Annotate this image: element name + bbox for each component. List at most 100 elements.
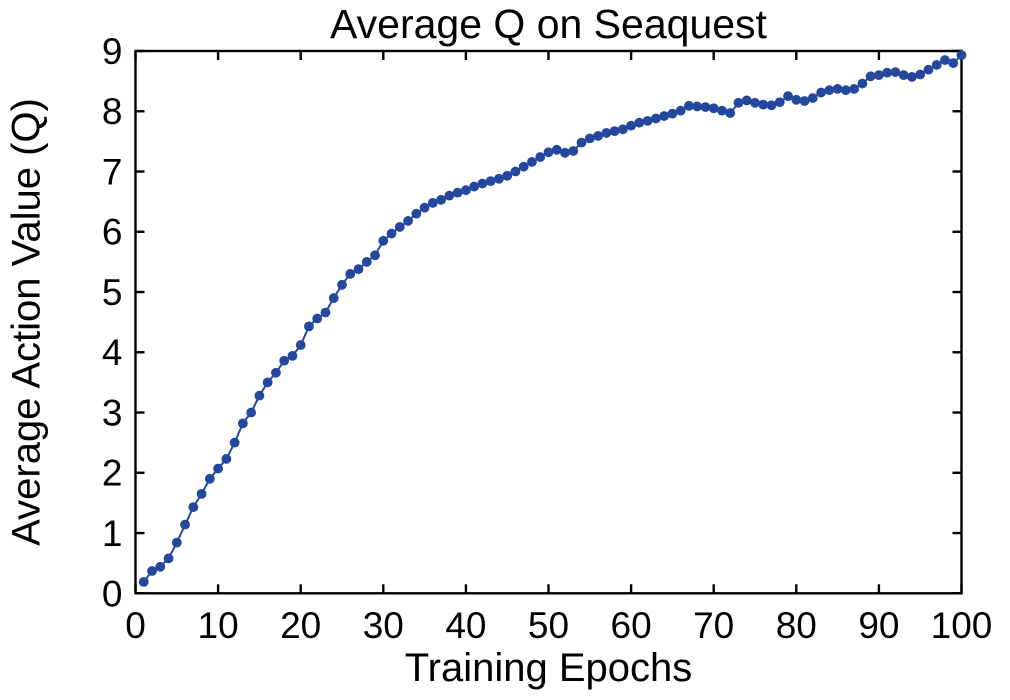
data-point: [667, 108, 678, 119]
data-point: [684, 100, 694, 111]
y-tick-label: 0: [102, 573, 123, 614]
data-point: [469, 181, 480, 192]
data-point: [452, 187, 463, 198]
data-point: [675, 105, 686, 116]
y-axis-label: Average Action Value (Q): [4, 98, 49, 546]
data-point: [551, 144, 562, 155]
data-point: [229, 437, 240, 448]
data-point: [411, 208, 422, 219]
data-point: [568, 146, 579, 156]
data-point: [832, 84, 843, 94]
data-point: [353, 264, 364, 275]
data-point: [386, 228, 397, 239]
data-point: [601, 128, 612, 138]
x-tick-label: 10: [198, 605, 239, 646]
y-tick-label: 8: [102, 91, 123, 132]
data-point: [461, 185, 471, 196]
data-point: [518, 161, 529, 172]
data-point: [510, 166, 521, 177]
data-point: [287, 350, 298, 361]
data-point: [931, 59, 942, 70]
data-point: [262, 377, 273, 388]
data-point: [436, 194, 447, 205]
data-point: [221, 454, 232, 464]
data-point: [915, 69, 926, 80]
data-point: [494, 173, 504, 184]
data-point: [320, 307, 331, 318]
axis-box: [134, 49, 963, 595]
data-point: [138, 576, 149, 587]
x-tick-label: 80: [776, 605, 817, 646]
data-point: [874, 70, 884, 81]
y-tick-label: 5: [102, 272, 123, 313]
data-line: [142, 54, 963, 583]
data-point: [419, 202, 430, 213]
data-point: [733, 97, 744, 108]
data-point: [609, 126, 620, 137]
data-point: [163, 553, 174, 564]
data-point: [271, 367, 281, 378]
data-point: [444, 190, 455, 201]
x-tick-label: 60: [611, 605, 652, 646]
x-tick-label: 20: [280, 605, 321, 646]
data-point: [394, 222, 405, 232]
data-point: [279, 355, 290, 366]
data-point: [840, 85, 851, 96]
x-tick-label: 70: [693, 605, 734, 646]
x-tick-label: 50: [528, 605, 569, 646]
y-tick-label: 4: [102, 332, 123, 373]
data-point: [485, 176, 496, 187]
data-point: [717, 105, 727, 116]
data-point: [617, 124, 628, 135]
data-point: [849, 84, 860, 94]
x-tick-label: 40: [445, 605, 486, 646]
data-point: [295, 340, 306, 350]
data-point: [246, 407, 257, 418]
data-point: [543, 147, 554, 158]
data-point: [774, 97, 785, 108]
data-point: [378, 235, 389, 246]
data-point: [758, 99, 769, 110]
data-point: [923, 64, 934, 75]
data-point: [213, 463, 224, 474]
data-point: [890, 67, 901, 77]
data-point: [312, 313, 323, 324]
data-point: [304, 321, 314, 332]
data-point: [147, 566, 157, 576]
data-point: [741, 95, 752, 106]
data-point: [824, 85, 835, 96]
data-point: [898, 70, 909, 81]
x-tick-label: 90: [858, 605, 899, 646]
data-point: [816, 87, 826, 98]
data-point: [196, 488, 207, 499]
data-point: [361, 256, 372, 267]
data-point: [948, 58, 959, 68]
data-point: [865, 71, 876, 82]
chart-title: Average Q on Seaquest: [330, 1, 767, 47]
data-point: [502, 170, 513, 181]
data-point: [692, 101, 703, 112]
data-point: [659, 111, 670, 121]
y-tick-label: 1: [102, 513, 123, 554]
data-point: [642, 115, 653, 126]
data-point: [254, 390, 265, 401]
y-tick-label: 3: [102, 392, 123, 433]
data-point: [907, 72, 917, 82]
data-point: [328, 293, 339, 303]
x-tick-label: 30: [363, 605, 404, 646]
data-point: [766, 100, 777, 111]
y-tick-label: 9: [102, 31, 123, 72]
data-point: [799, 96, 810, 106]
data-point: [337, 279, 347, 290]
data-point: [700, 102, 711, 112]
data-point: [237, 418, 248, 429]
data-point: [882, 67, 893, 78]
y-tick-label: 7: [102, 151, 123, 192]
data-point: [584, 133, 595, 144]
data-point: [750, 97, 760, 108]
data-point: [188, 502, 199, 513]
data-point: [634, 117, 645, 128]
y-tick-label: 2: [102, 453, 123, 494]
